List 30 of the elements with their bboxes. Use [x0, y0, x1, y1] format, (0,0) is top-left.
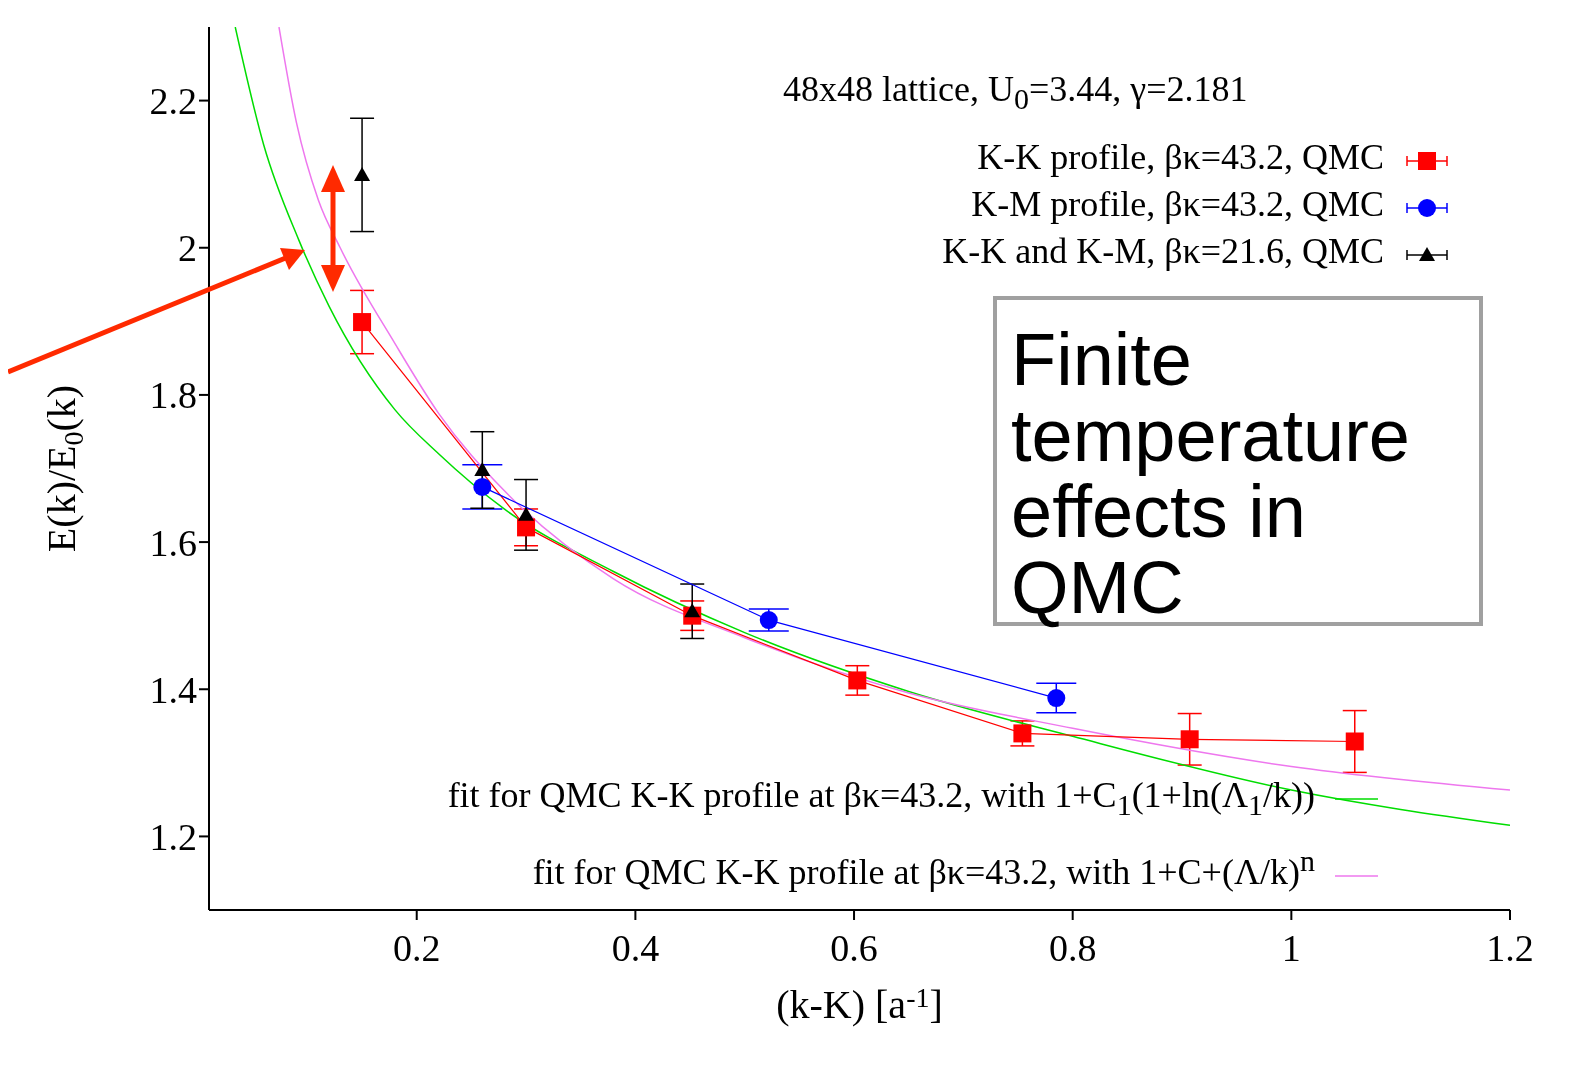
x-tick-label: 0.4 [611, 926, 660, 969]
y-tick-label: 2.2 [149, 80, 197, 123]
point [759, 611, 778, 630]
point [354, 166, 371, 181]
point [1047, 689, 1066, 708]
x-tick-label: 0.8 [1048, 926, 1097, 969]
x-axis-title: (k-K) [a$^{-1}$] [776, 981, 943, 1027]
legend-label: K-K profile, βκ=43.2, QMC [977, 137, 1384, 177]
y-tick-label: 1.2 [149, 815, 197, 858]
x-tick-label: 0.2 [392, 926, 441, 969]
annotation: 48x48 lattice, U$_{0}$=3.44, γ=2.181 [783, 69, 1248, 116]
x-tick-label: 1.2 [1486, 926, 1534, 969]
point [474, 461, 491, 476]
x-tick-label: 1 [1281, 926, 1301, 969]
point [684, 603, 701, 618]
y-tick-label: 1.8 [149, 374, 197, 417]
legend-label: K-M profile, βκ=43.2, QMC [971, 184, 1384, 224]
y-tick-label: 1.6 [149, 521, 197, 564]
point [1345, 732, 1364, 751]
y-tick-label: 1.4 [149, 668, 197, 711]
y-tick-label: 2 [178, 227, 197, 270]
annotation: Finite temperature effects in QMC [993, 296, 1483, 629]
point [848, 671, 867, 690]
legend-label: fit for QMC K-K profile at βκ=43.2, with 1+C+(Λ/k)$^{n}$ [532, 844, 1315, 892]
point [1180, 730, 1199, 749]
point [473, 477, 492, 496]
legend-label: K-K and K-M, βκ=21.6, QMC [942, 231, 1384, 271]
x-tick-label: 0.6 [830, 926, 878, 969]
point [518, 506, 535, 521]
point [353, 313, 372, 332]
